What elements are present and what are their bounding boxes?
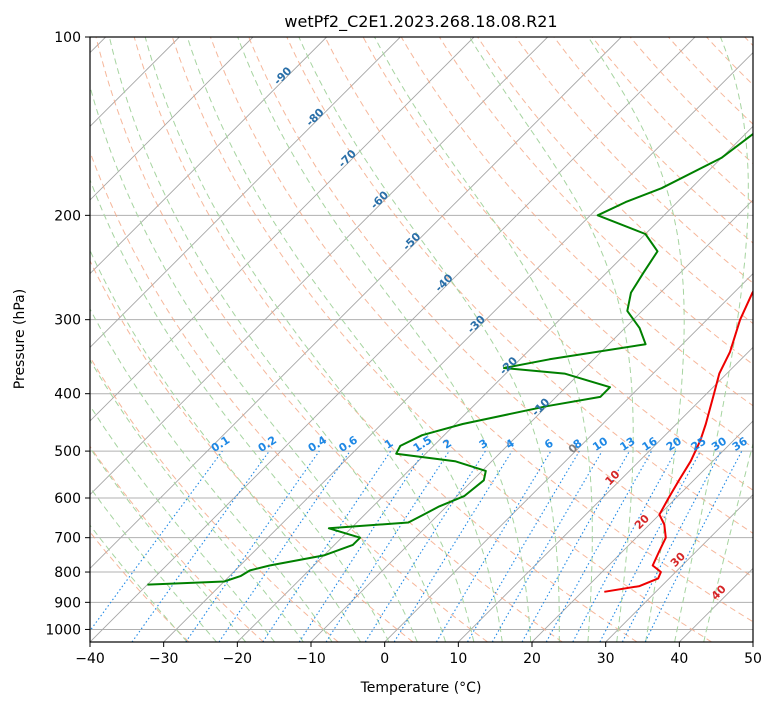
isotherm-line — [90, 37, 254, 201]
x-tick-label: 30 — [597, 651, 615, 667]
dry-adiabat-line — [362, 37, 753, 449]
y-tick-label: 100 — [54, 30, 81, 46]
mixing-ratio-line — [325, 450, 450, 642]
dry-adiabat-line — [515, 37, 753, 284]
x-tick-label: 0 — [380, 651, 389, 667]
moist-adiabat-line — [90, 404, 275, 642]
dry-adiabat-line — [95, 37, 563, 642]
moist-adiabat-line — [90, 447, 247, 642]
isotherm-line — [237, 125, 753, 642]
moist-adiabat-line — [90, 249, 362, 642]
dry-adiabat-line — [133, 37, 638, 642]
y-tick-label: 600 — [54, 491, 81, 507]
y-tick-label: 500 — [54, 444, 81, 460]
mixing-ratio-line — [90, 450, 223, 632]
y-tick-label: 700 — [54, 531, 81, 547]
x-tick-label: 50 — [744, 651, 762, 667]
isotherm-line — [531, 420, 753, 642]
isotherm-line — [384, 273, 753, 642]
y-tick-label: 200 — [54, 208, 81, 224]
x-tick-label: −30 — [149, 651, 179, 667]
x-tick-label: 40 — [670, 651, 688, 667]
x-axis-title: Temperature (°C) — [360, 680, 482, 696]
isotherm-line — [90, 37, 401, 348]
moist-adiabat-line — [587, 37, 685, 642]
mixing-ratio-line — [521, 450, 630, 642]
isotherm-line — [605, 494, 753, 642]
moist-adiabat-line — [674, 37, 749, 642]
isotherm-line — [90, 37, 622, 569]
moist-adiabat-line — [90, 524, 188, 642]
moist-adiabat-line — [374, 37, 593, 642]
x-tick-label: 20 — [523, 651, 541, 667]
x-tick-label: 10 — [449, 651, 467, 667]
y-tick-label: 800 — [54, 565, 81, 581]
temperature-profile-line — [604, 290, 753, 593]
mixing-ratio-line — [491, 450, 603, 642]
moist-adiabat-line — [144, 37, 475, 642]
y-tick-label: 300 — [54, 313, 81, 329]
moist-adiabat-line — [90, 178, 390, 642]
dry-adiabat-line — [324, 37, 753, 491]
dry-adiabat-line — [171, 37, 712, 642]
dry-adiabat-line — [591, 37, 753, 204]
moist-adiabat-line — [90, 486, 217, 642]
y-tick-label: 900 — [54, 595, 81, 611]
dry-adiabat-line — [90, 445, 264, 642]
mixing-ratio-line — [393, 450, 513, 642]
mixing-ratio-line — [572, 450, 677, 642]
y-axis-title: Pressure (hPa) — [12, 289, 28, 389]
isotherm-line — [163, 52, 753, 642]
mixing-ratio-line — [545, 450, 653, 642]
moist-adiabat-line — [237, 37, 532, 642]
moist-adiabat-line — [108, 37, 446, 642]
mixing-ratio-line — [364, 450, 486, 642]
moist-adiabat-line — [90, 308, 333, 642]
isotherm-line — [458, 346, 753, 642]
moist-adiabat-line — [298, 37, 560, 642]
dry-adiabat-line — [477, 37, 753, 325]
isotherm-line — [90, 37, 548, 496]
y-tick-label: 1000 — [45, 622, 81, 638]
plot-area — [90, 37, 753, 642]
dry-adiabat-line — [248, 37, 753, 578]
x-tick-label: −40 — [75, 651, 105, 667]
mixing-ratio-line — [435, 450, 552, 642]
mixing-ratio-line — [467, 450, 580, 642]
dry-adiabat-line — [400, 37, 753, 407]
dry-adiabat-line — [90, 259, 414, 642]
dry-adiabat-line — [629, 37, 753, 165]
mixing-ratio-line — [131, 450, 270, 642]
chart-title: wetPf2_C2E1.2023.268.18.08.R21 — [284, 12, 557, 32]
mixing-ratio-line — [185, 450, 320, 642]
isotherm-line — [90, 37, 327, 275]
dry-adiabat-line — [210, 37, 753, 623]
x-tick-label: −20 — [223, 651, 253, 667]
x-tick-label: −10 — [296, 651, 326, 667]
moist-adiabat-line — [703, 441, 753, 642]
moist-adiabat-line — [90, 358, 304, 642]
plot-frame — [89, 36, 754, 643]
axes: −40 −30 −20 −10 0 10 20 30 40 50 100 200 300 400 500 60… — [45, 30, 762, 667]
mixing-ratio-line — [218, 450, 351, 642]
moist-adiabat-line — [186, 37, 503, 642]
dewpoint-profile-line — [147, 132, 753, 586]
y-tick-label: 400 — [54, 387, 81, 403]
moist-adiabat-line — [90, 84, 418, 642]
